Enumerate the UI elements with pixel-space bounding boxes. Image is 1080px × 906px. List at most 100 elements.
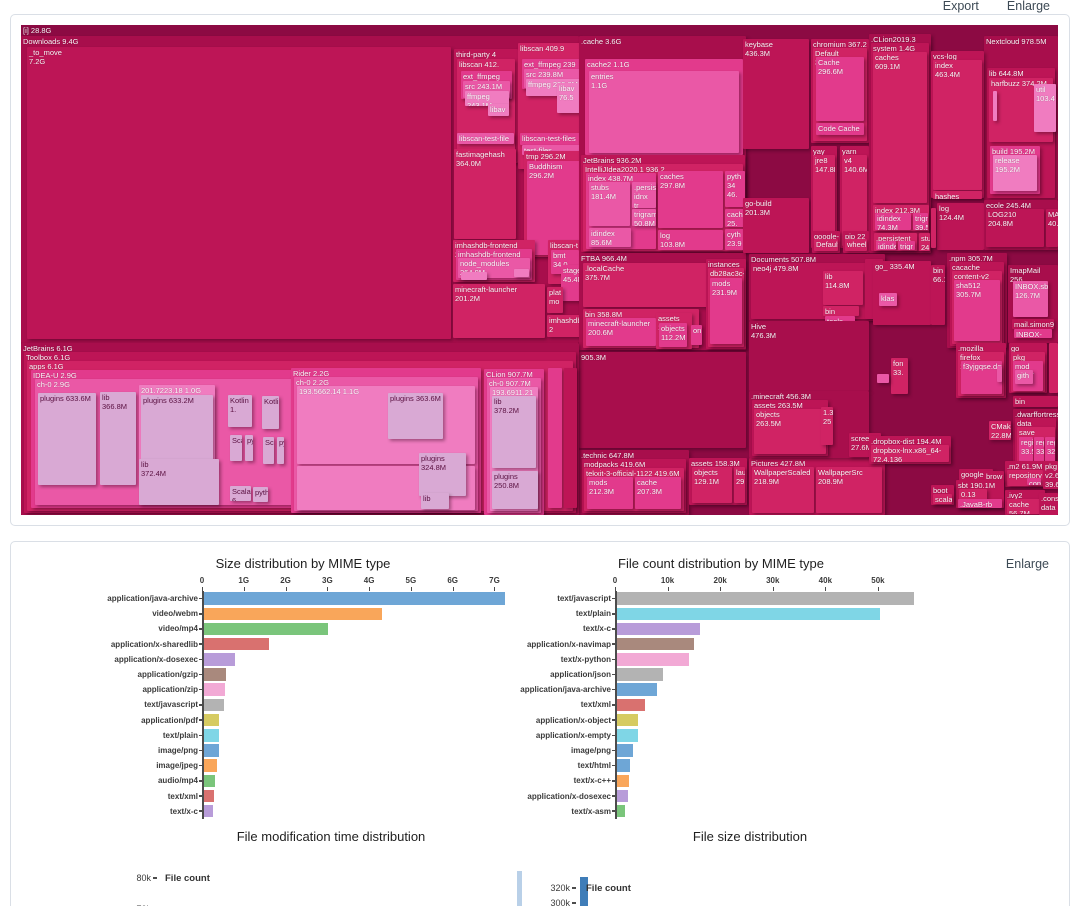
treemap-node[interactable]: v4 140.6M — [842, 155, 867, 246]
treemap-node[interactable]: Scala 6 — [230, 486, 251, 501]
treemap-node[interactable]: on — [691, 325, 702, 345]
treemap-node[interactable]: WallpaperSrc 208.9M — [816, 467, 882, 513]
treemap-node[interactable]: INBOX.sbd 126.7M — [1013, 281, 1048, 317]
treemap-node[interactable]: .JavaB-rb 68.1M — [958, 499, 1002, 508]
treemap-node[interactable]: scala- — [933, 494, 952, 504]
treemap-node[interactable]: reg 33. — [1034, 437, 1044, 463]
treemap-node[interactable] — [1049, 343, 1058, 393]
treemap-node[interactable]: idindex 85.6M — [589, 228, 631, 247]
treemap-node[interactable]: Sca — [263, 437, 274, 464]
treemap-node[interactable]: idindex — [876, 241, 896, 250]
treemap-node[interactable]: CMak 22.8M — [989, 421, 1011, 440]
treemap-node[interactable]: con — [1027, 478, 1041, 485]
treemap-node[interactable]: plugins 363.6M — [388, 393, 443, 439]
treemap-node[interactable]: _to_move 7.2G — [27, 47, 451, 339]
treemap-node[interactable]: [i] 28.8G — [21, 25, 1058, 36]
treemap-node[interactable]: LOG210 204.8M — [986, 209, 1044, 247]
treemap-node[interactable]: ffmpeg 243.1M — [465, 91, 509, 106]
treemap-node[interactable]: cach 25. — [725, 209, 745, 227]
treemap-node[interactable]: Code Cache 70. — [816, 123, 864, 135]
treemap-node[interactable]: bin — [1013, 396, 1058, 407]
treemap-node[interactable]: cyth 23.9 — [725, 229, 745, 250]
treemap-node[interactable]: MAT 40. — [1046, 209, 1058, 247]
treemap-node[interactable]: keybase 436.3M — [743, 39, 809, 149]
treemap-node[interactable]: stage 45.4M — [561, 265, 583, 301]
export-button[interactable]: Export — [942, 0, 979, 13]
treemap-node[interactable]: mods 212.3M — [587, 477, 633, 509]
treemap-node[interactable]: pyth — [253, 487, 268, 502]
treemap-node[interactable]: lau 29 — [734, 467, 745, 503]
treemap-node[interactable]: f3yjgqse.defau — [961, 361, 1002, 394]
treemap-node[interactable]: mods 231.9M — [710, 278, 742, 344]
treemap-node[interactable]: trigram. 50.8M — [632, 209, 656, 226]
treemap-node[interactable] — [514, 269, 529, 277]
enlarge-charts-button[interactable]: Enlarge — [1005, 557, 1049, 571]
treemap-node[interactable]: pyth 34 46. — [725, 171, 745, 207]
treemap-node[interactable]: log 124.4M — [937, 203, 984, 250]
treemap-node[interactable]: Buddhism 296.2M — [527, 161, 581, 255]
treemap-node[interactable]: go-build 201.3M — [743, 198, 809, 253]
treemap-node[interactable]: regi 32.1 — [1045, 437, 1055, 463]
treemap-node[interactable]: plugins 250.8M — [492, 471, 538, 509]
treemap-node[interactable]: imhashdb 2 — [547, 315, 583, 337]
treemap-node[interactable]: objects 112.2M — [659, 323, 687, 347]
treemap-node[interactable]: fastimagehash 364.0M — [454, 149, 516, 239]
treemap-node[interactable]: cache 207.3M — [635, 477, 681, 509]
treemap-node[interactable]: gith — [1015, 370, 1033, 384]
treemap-node[interactable]: libscan-test-file — [457, 133, 514, 144]
treemap-node[interactable] — [997, 366, 1002, 382]
enlarge-treemap-button[interactable]: Enlarge — [1006, 0, 1050, 13]
treemap-node[interactable]: jre8 147.8M — [813, 155, 835, 246]
treemap-node[interactable]: lib 378.2M — [492, 396, 536, 468]
treemap-node[interactable]: caches 297.8M — [658, 171, 723, 228]
treemap-node[interactable]: plat mo — [547, 287, 563, 313]
treemap-node[interactable]: lib 114.8M — [823, 271, 863, 305]
treemap-node[interactable]: objects 129.1M — [692, 467, 732, 503]
treemap-node[interactable]: objects 263.5M — [754, 409, 826, 454]
treemap-node[interactable]: entries 1.1G — [589, 71, 739, 153]
treemap-node[interactable] — [993, 91, 997, 121]
treemap-node[interactable]: INBOX-1.sbd — [1014, 329, 1052, 338]
treemap-node[interactable]: hashes — [933, 191, 982, 199]
treemap-node[interactable]: plugins 633.6M — [38, 393, 96, 485]
treemap-node[interactable]: .localCache 375.7M — [583, 263, 713, 307]
treemap-node[interactable]: Default — [814, 239, 838, 251]
treemap-node[interactable]: Scal — [230, 435, 242, 461]
treemap-node[interactable]: release 195.2M — [993, 155, 1037, 191]
treemap-node[interactable]: .persis idnx tr 40.2 — [632, 182, 656, 208]
treemap-node[interactable]: libav 76.5 — [557, 83, 582, 113]
treemap-node[interactable]: WallpaperScaled 218.9M — [752, 467, 814, 513]
treemap-node[interactable]: py — [277, 437, 284, 464]
treemap-node[interactable]: trigr 39.5 — [913, 213, 928, 230]
treemap-node[interactable]: tools — [825, 316, 855, 322]
treemap-node[interactable]: fon 33. — [891, 358, 908, 394]
treemap-node[interactable]: test-files — [522, 145, 582, 155]
treemap-node[interactable] — [877, 374, 889, 383]
treemap-node[interactable]: lib 372.4M — [139, 459, 219, 505]
treemap-node[interactable] — [548, 368, 562, 508]
treemap-node[interactable]: pkg v2.6 39.6 — [1043, 461, 1058, 489]
treemap-node[interactable]: 193.5662.14 1.1G — [297, 386, 475, 464]
treemap-node[interactable]: lib 366.8M — [100, 392, 136, 485]
treemap-node[interactable]: wheel — [845, 239, 867, 251]
treemap-node[interactable]: regio 33.5 — [1019, 437, 1033, 463]
treemap-node[interactable]: mail.simon98 — [1012, 319, 1054, 329]
treemap-node[interactable]: minecraft-launcher 201.2M — [453, 284, 545, 338]
treemap-node[interactable]: Kotlin 1. — [228, 395, 252, 427]
treemap-node[interactable]: trigr — [898, 241, 915, 250]
treemap-node[interactable]: Cache 296.6M — [816, 57, 864, 121]
treemap-node[interactable]: libscan-test-files 6 — [520, 133, 584, 145]
treemap-node[interactable]: caches 609.1M — [873, 52, 927, 203]
treemap-node[interactable]: plugins 324.8M — [419, 453, 466, 496]
treemap-node[interactable]: cache 56.7M — [1007, 499, 1043, 514]
treemap-node[interactable]: index 463.4M — [933, 60, 982, 190]
treemap-node[interactable]: util 103.4 — [1034, 84, 1056, 132]
treemap-node[interactable] — [461, 272, 487, 280]
treemap-node[interactable]: minecraft-launcher 200.6M — [586, 318, 656, 346]
treemap-node[interactable]: lib — [421, 493, 449, 509]
treemap-node[interactable] — [931, 208, 936, 248]
treemap-node[interactable]: bin 66.1 — [931, 265, 945, 325]
treemap-node[interactable]: sha512 305.7M — [954, 280, 1000, 341]
treemap-node[interactable]: Hive 476.3M — [749, 321, 869, 391]
treemap-node[interactable]: .cons data — [1039, 493, 1058, 515]
